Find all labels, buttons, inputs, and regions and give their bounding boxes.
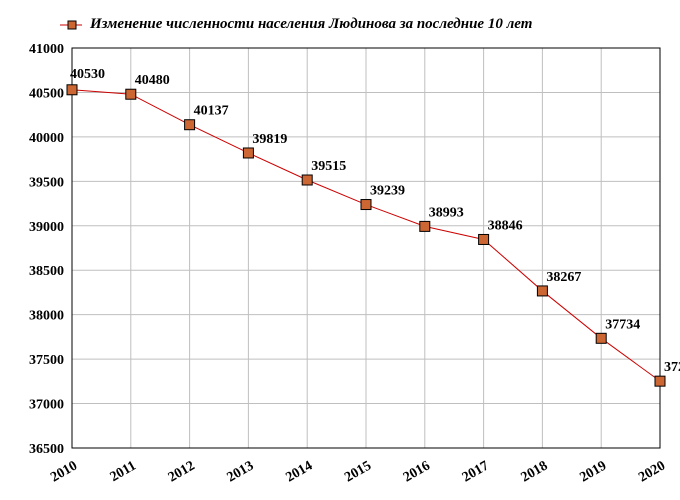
data-marker: [596, 333, 606, 343]
chart-legend: Изменение численности населения Людинова…: [60, 16, 532, 33]
data-label: 37252: [664, 360, 680, 375]
data-label: 40137: [194, 104, 229, 119]
population-chart: 36500 37000 37500 38000 38500 39000 39500 40000…: [0, 0, 680, 500]
data-marker: [361, 200, 371, 210]
data-marker: [243, 148, 253, 158]
chart-svg: 36500 37000 37500 38000 38500 39000 39500 40000…: [0, 0, 680, 500]
data-label: 38267: [546, 270, 581, 285]
y-tick-label: 37000: [29, 398, 64, 413]
data-label: 40480: [135, 73, 170, 88]
data-label: 38846: [488, 218, 523, 233]
data-marker: [126, 89, 136, 99]
data-label: 39515: [311, 159, 346, 174]
y-tick-label: 38000: [29, 309, 64, 324]
y-tick-label: 41000: [29, 42, 64, 57]
legend-label: Изменение численности населения Людинова…: [90, 16, 532, 33]
y-tick-label: 38500: [29, 264, 64, 279]
data-label: 40530: [70, 67, 105, 82]
data-marker: [537, 286, 547, 296]
y-tick-label: 36500: [29, 442, 64, 457]
legend-marker-icon: [60, 18, 82, 32]
data-marker: [420, 221, 430, 231]
y-tick-label: 40000: [29, 131, 64, 146]
data-marker: [185, 120, 195, 130]
data-marker: [67, 85, 77, 95]
y-tick-label: 37500: [29, 353, 64, 368]
data-marker: [655, 376, 665, 386]
data-label: 38993: [429, 205, 464, 220]
data-label: 39819: [252, 132, 287, 147]
data-marker: [302, 175, 312, 185]
y-tick-label: 40500: [29, 86, 64, 101]
y-tick-label: 39000: [29, 220, 64, 235]
y-tick-label: 39500: [29, 175, 64, 190]
data-marker: [479, 234, 489, 244]
data-label: 37734: [605, 317, 640, 332]
data-label: 39239: [370, 184, 405, 199]
